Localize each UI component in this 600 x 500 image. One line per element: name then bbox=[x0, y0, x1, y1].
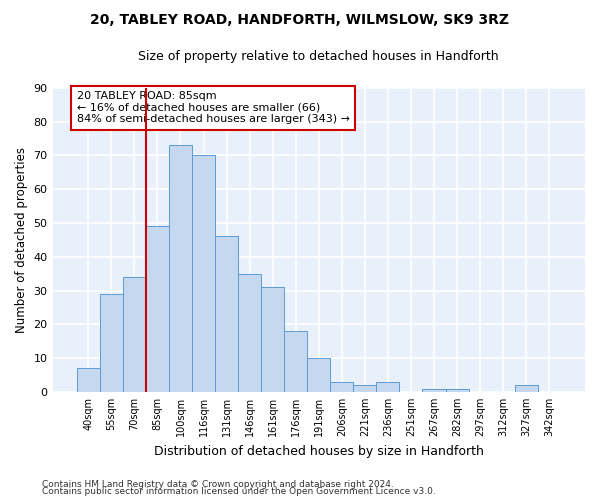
Bar bbox=[446, 388, 469, 392]
Bar bbox=[238, 274, 261, 392]
Text: 20 TABLEY ROAD: 85sqm
← 16% of detached houses are smaller (66)
84% of semi-deta: 20 TABLEY ROAD: 85sqm ← 16% of detached … bbox=[77, 91, 350, 124]
Bar bbox=[422, 388, 446, 392]
Bar bbox=[77, 368, 100, 392]
Bar bbox=[123, 277, 146, 392]
Bar bbox=[100, 294, 123, 392]
Bar bbox=[261, 287, 284, 392]
Bar bbox=[169, 145, 192, 392]
Bar bbox=[284, 331, 307, 392]
Bar bbox=[515, 385, 538, 392]
Text: 20, TABLEY ROAD, HANDFORTH, WILMSLOW, SK9 3RZ: 20, TABLEY ROAD, HANDFORTH, WILMSLOW, SK… bbox=[91, 12, 509, 26]
Text: Contains HM Land Registry data © Crown copyright and database right 2024.: Contains HM Land Registry data © Crown c… bbox=[42, 480, 394, 489]
Bar bbox=[192, 156, 215, 392]
Bar bbox=[307, 358, 330, 392]
Y-axis label: Number of detached properties: Number of detached properties bbox=[15, 147, 28, 333]
Title: Size of property relative to detached houses in Handforth: Size of property relative to detached ho… bbox=[139, 50, 499, 63]
Bar bbox=[146, 226, 169, 392]
Bar bbox=[353, 385, 376, 392]
Text: Contains public sector information licensed under the Open Government Licence v3: Contains public sector information licen… bbox=[42, 487, 436, 496]
Bar bbox=[215, 236, 238, 392]
Bar bbox=[376, 382, 400, 392]
X-axis label: Distribution of detached houses by size in Handforth: Distribution of detached houses by size … bbox=[154, 444, 484, 458]
Bar bbox=[330, 382, 353, 392]
